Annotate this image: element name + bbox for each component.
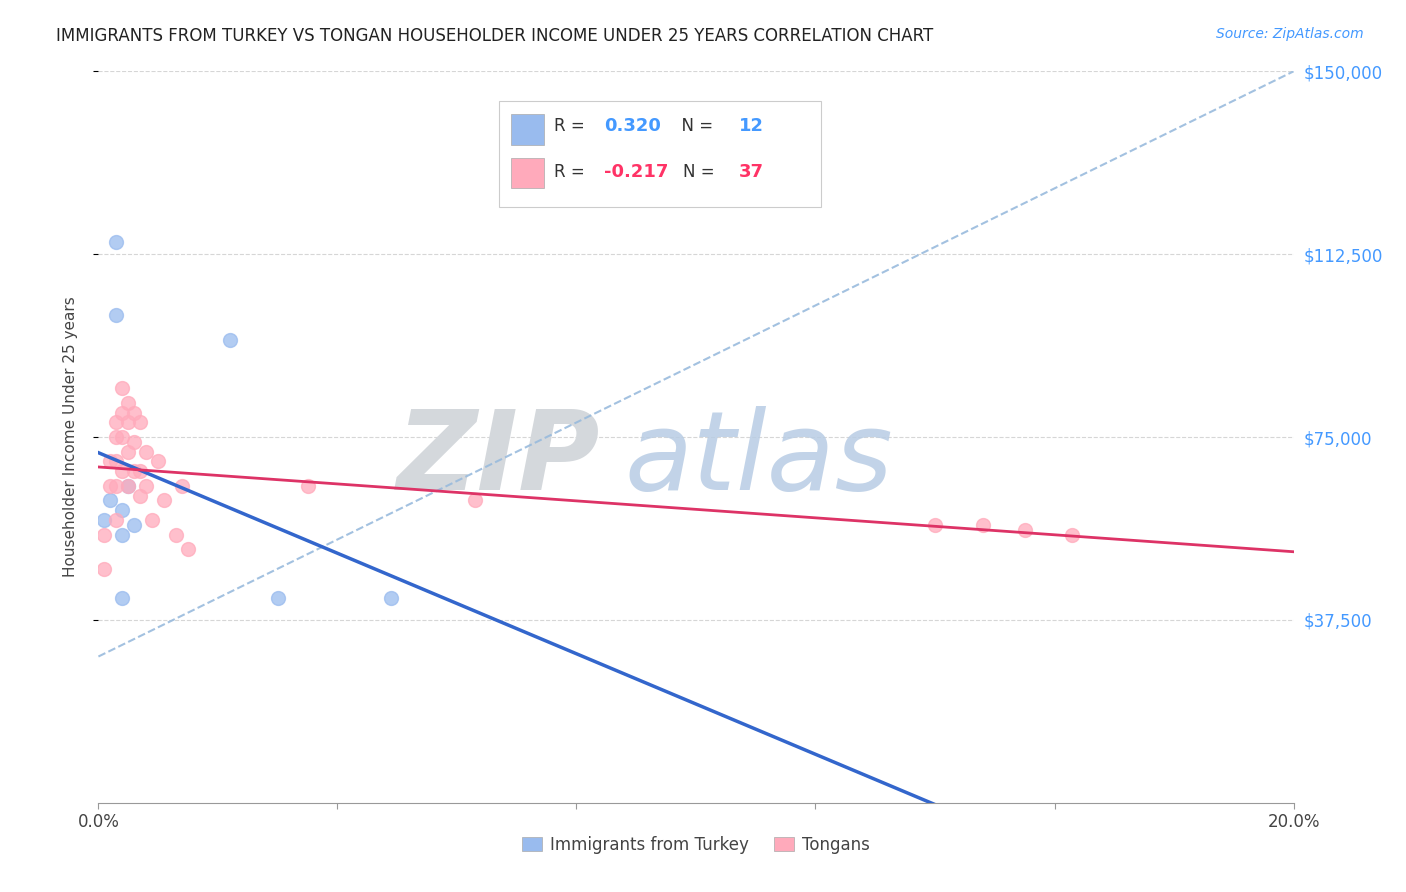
Point bbox=[111, 464, 134, 478]
Point bbox=[124, 464, 146, 478]
Point bbox=[165, 527, 187, 541]
Point bbox=[117, 444, 139, 458]
Point bbox=[117, 479, 139, 493]
Point bbox=[93, 562, 115, 576]
FancyBboxPatch shape bbox=[499, 101, 821, 207]
Text: N =: N = bbox=[683, 162, 720, 180]
Point bbox=[98, 479, 122, 493]
Point bbox=[111, 430, 134, 444]
Text: 0.320: 0.320 bbox=[605, 117, 661, 136]
Point bbox=[111, 527, 134, 541]
Text: ZIP: ZIP bbox=[396, 406, 600, 513]
Point bbox=[924, 517, 946, 532]
Point bbox=[105, 454, 128, 468]
Point bbox=[111, 591, 134, 605]
Point bbox=[153, 493, 176, 508]
Point bbox=[111, 381, 134, 395]
Point bbox=[117, 479, 139, 493]
Point bbox=[111, 406, 134, 420]
Point bbox=[105, 479, 128, 493]
Point bbox=[177, 542, 200, 557]
Point bbox=[105, 308, 128, 322]
Text: R =: R = bbox=[554, 117, 589, 136]
Point bbox=[98, 454, 122, 468]
Legend: Immigrants from Turkey, Tongans: Immigrants from Turkey, Tongans bbox=[515, 829, 877, 860]
Point bbox=[105, 235, 128, 249]
Point bbox=[464, 493, 486, 508]
Point bbox=[105, 416, 128, 430]
Text: atlas: atlas bbox=[624, 406, 893, 513]
Point bbox=[93, 513, 115, 527]
Point bbox=[219, 333, 242, 347]
Text: -0.217: -0.217 bbox=[605, 162, 668, 180]
Text: R =: R = bbox=[554, 162, 589, 180]
Point bbox=[93, 527, 115, 541]
Point bbox=[135, 444, 157, 458]
Point bbox=[129, 489, 152, 503]
Y-axis label: Householder Income Under 25 years: Householder Income Under 25 years bbox=[63, 297, 77, 577]
Text: 37: 37 bbox=[740, 162, 763, 180]
Point bbox=[105, 430, 128, 444]
Text: N =: N = bbox=[671, 117, 718, 136]
Point bbox=[148, 454, 170, 468]
Point bbox=[117, 416, 139, 430]
Point bbox=[124, 406, 146, 420]
FancyBboxPatch shape bbox=[510, 114, 544, 145]
Point bbox=[129, 416, 152, 430]
Point bbox=[124, 517, 146, 532]
Point bbox=[105, 513, 128, 527]
Point bbox=[98, 493, 122, 508]
Text: Source: ZipAtlas.com: Source: ZipAtlas.com bbox=[1216, 27, 1364, 41]
Text: IMMIGRANTS FROM TURKEY VS TONGAN HOUSEHOLDER INCOME UNDER 25 YEARS CORRELATION C: IMMIGRANTS FROM TURKEY VS TONGAN HOUSEHO… bbox=[56, 27, 934, 45]
Text: 12: 12 bbox=[740, 117, 763, 136]
Point bbox=[135, 479, 157, 493]
Point bbox=[129, 464, 152, 478]
Point bbox=[1062, 527, 1084, 541]
FancyBboxPatch shape bbox=[510, 158, 544, 188]
Point bbox=[124, 434, 146, 449]
Point bbox=[172, 479, 194, 493]
Point bbox=[117, 396, 139, 410]
Point bbox=[380, 591, 402, 605]
Point bbox=[1014, 523, 1036, 537]
Point bbox=[267, 591, 290, 605]
Point bbox=[297, 479, 319, 493]
Point bbox=[141, 513, 163, 527]
Point bbox=[972, 517, 994, 532]
Point bbox=[111, 503, 134, 517]
